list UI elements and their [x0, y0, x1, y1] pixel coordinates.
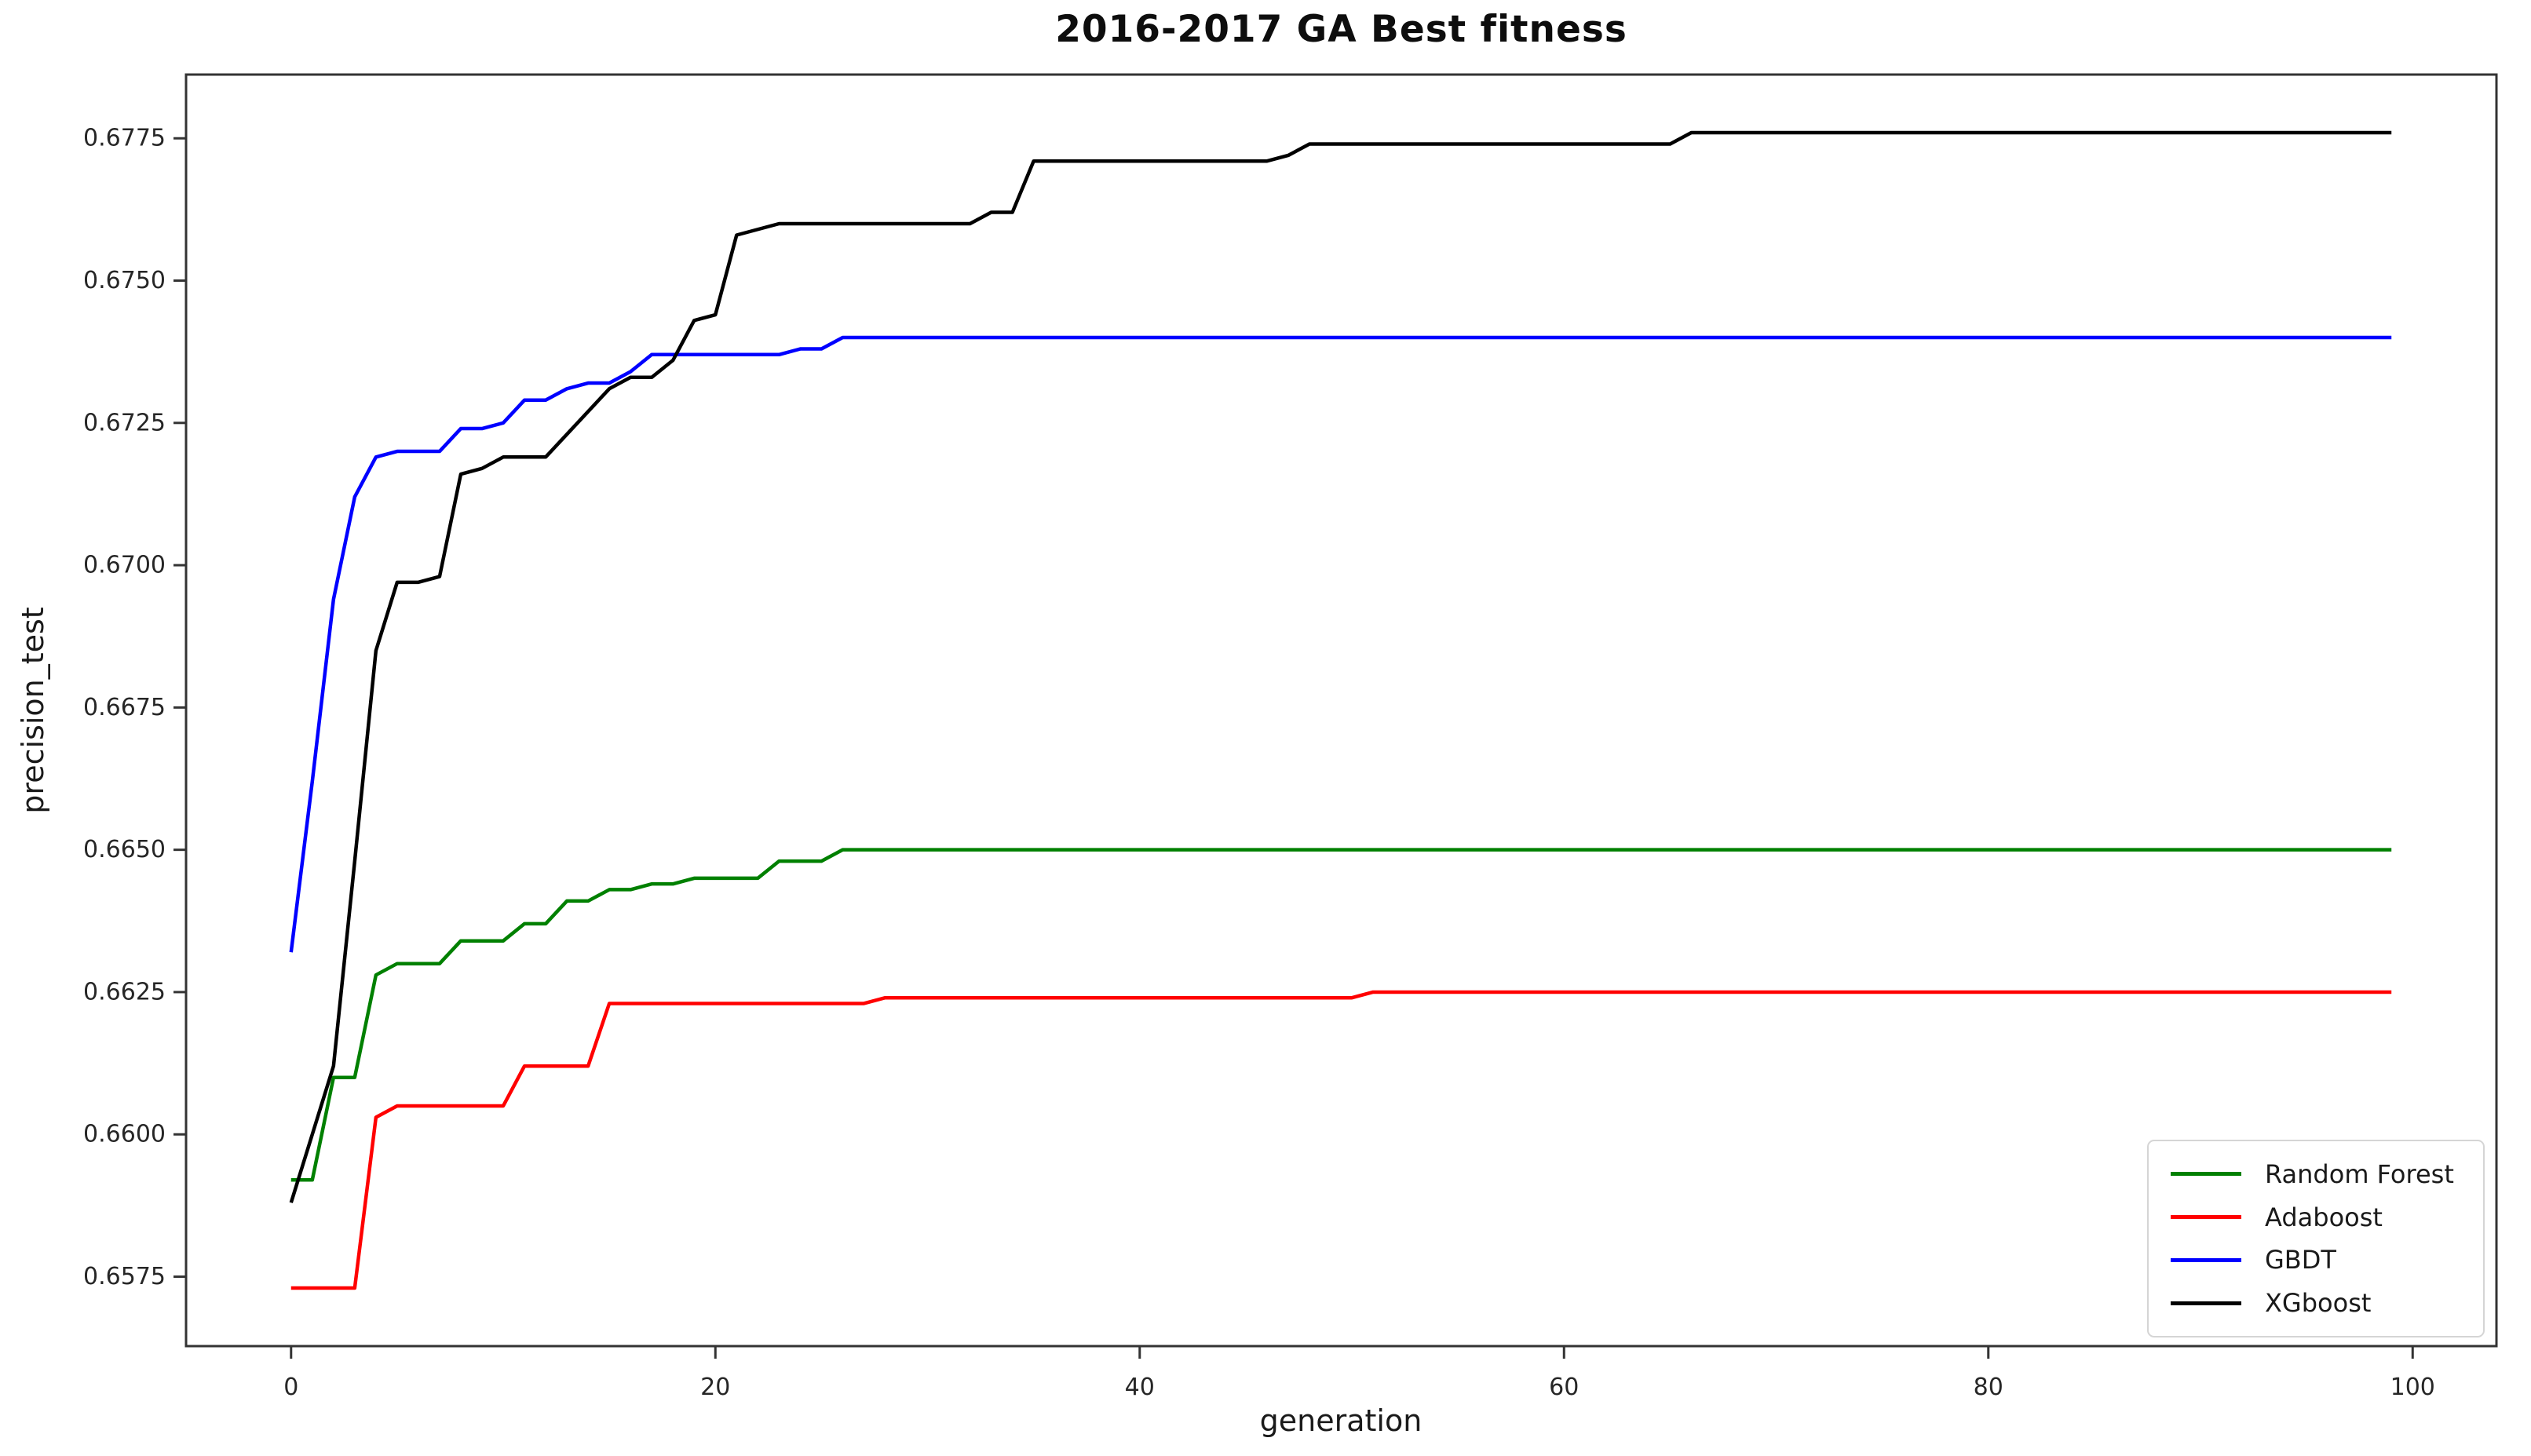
x-tick-label: 80: [1974, 1374, 2003, 1401]
legend-label: Adaboost: [2265, 1202, 2383, 1232]
series-line-xgboost: [289, 130, 2392, 1203]
y-tick-label: 0.6575: [83, 1263, 166, 1290]
y-tick-label: 0.6725: [83, 409, 166, 436]
y-tick-label: 0.6775: [83, 125, 166, 152]
x-tick-label: 20: [700, 1374, 730, 1401]
y-axis-label: precision_test: [16, 607, 50, 814]
series-line-gbdt: [289, 335, 2392, 953]
x-tick-label: 100: [2390, 1374, 2435, 1401]
legend: Random Forest Adaboost GBDT XGboost: [2147, 1140, 2485, 1337]
legend-item: Adaboost: [2149, 1202, 2483, 1232]
legend-line-swatch: [2171, 1257, 2241, 1262]
legend-item: Random Forest: [2149, 1159, 2483, 1189]
legend-line-swatch: [2171, 1172, 2241, 1177]
x-axis-label: generation: [1259, 1403, 1423, 1438]
legend-item: XGboost: [2149, 1288, 2483, 1318]
legend-item: GBDT: [2149, 1245, 2483, 1275]
y-tick-label: 0.6700: [83, 552, 166, 579]
legend-line-swatch: [2171, 1301, 2241, 1305]
legend-label: GBDT: [2265, 1245, 2336, 1275]
axes-spines: [184, 73, 2498, 1348]
y-tick-label: 0.6625: [83, 978, 166, 1005]
legend-label: XGboost: [2265, 1288, 2372, 1319]
chart-title: 2016-2017 GA Best fitness: [1055, 8, 1627, 51]
series-line-adaboost: [290, 990, 2392, 1290]
series-line-random-forest: [290, 848, 2392, 1182]
x-tick-label: 0: [283, 1374, 298, 1401]
y-tick-label: 0.6600: [83, 1121, 166, 1148]
y-tick-label: 0.6675: [83, 694, 166, 721]
y-tick-label: 0.6650: [83, 836, 166, 863]
legend-line-swatch: [2171, 1215, 2241, 1220]
x-tick-label: 60: [1549, 1374, 1579, 1401]
y-tick-label: 0.6750: [83, 267, 166, 294]
x-tick-label: 40: [1125, 1374, 1155, 1401]
legend-label: Random Forest: [2265, 1159, 2454, 1189]
